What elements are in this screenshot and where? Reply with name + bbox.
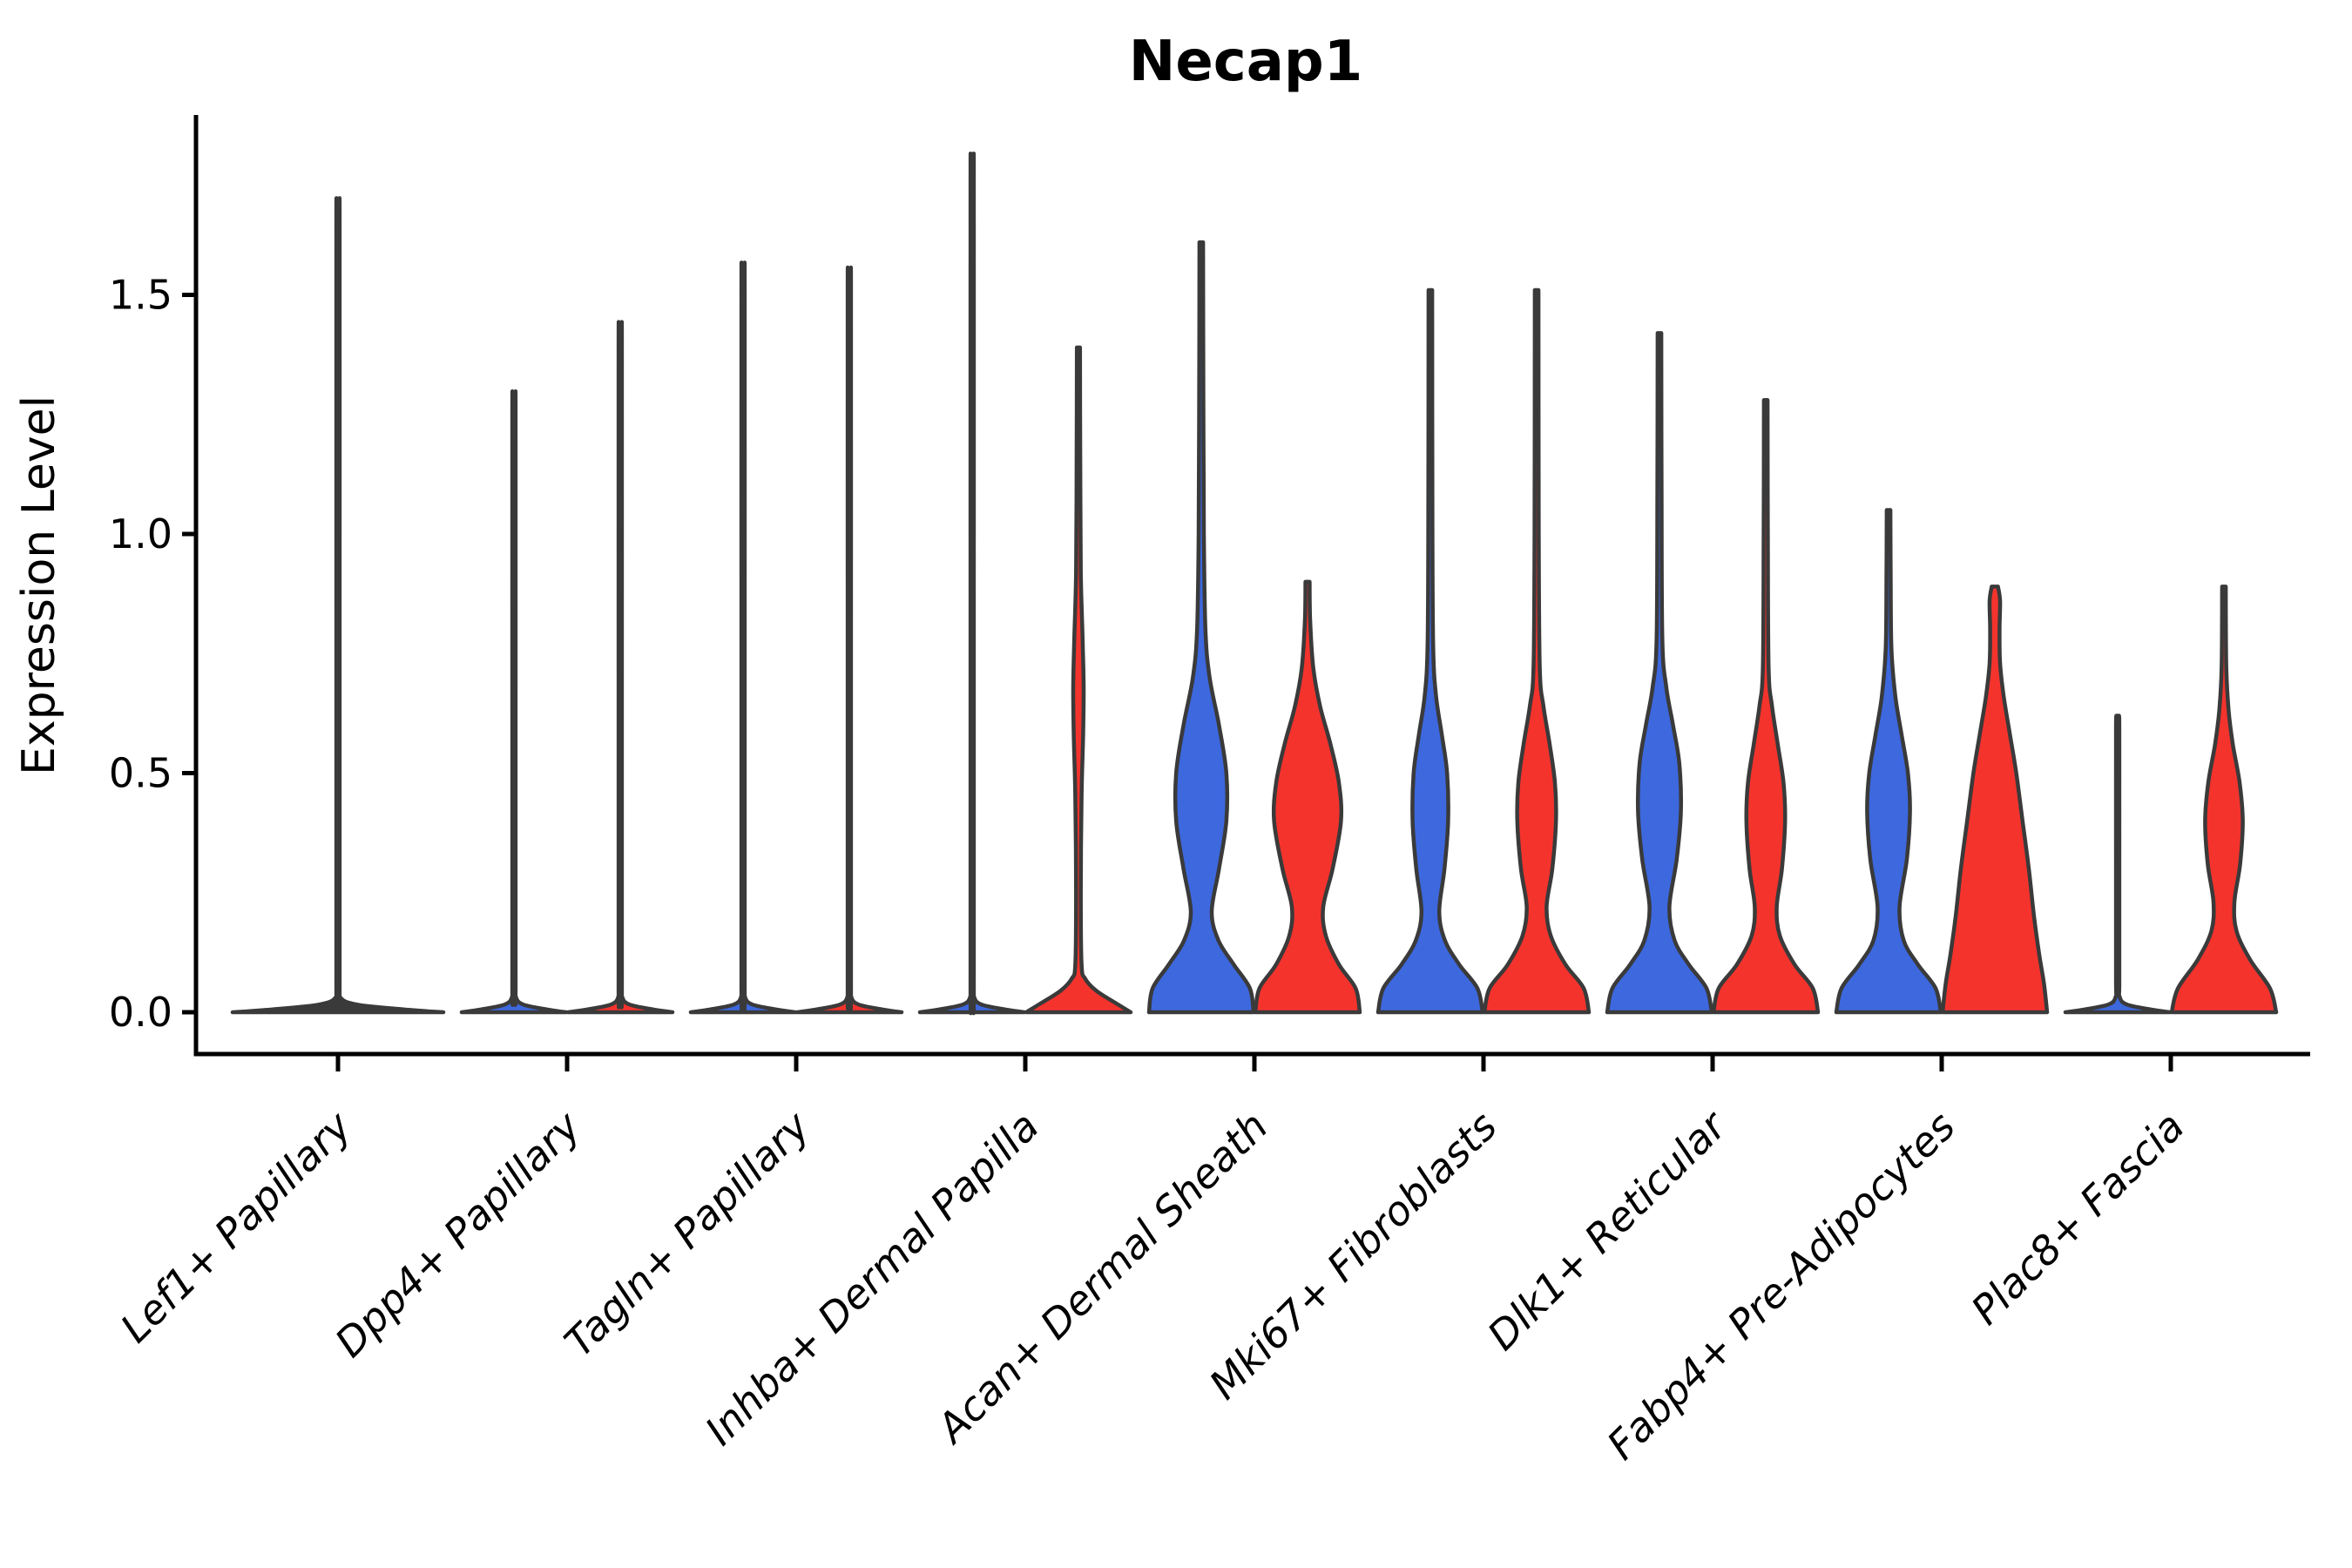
violin-mki67-fibroblasts-blue bbox=[1375, 287, 1485, 1015]
violin-tagln-papillary-blue bbox=[688, 260, 798, 1015]
violin-fabp4-pre-adipocytes-blue bbox=[1834, 508, 1943, 1015]
x-tick-label-plac8-fascia: Plac8+ Fascia bbox=[1962, 1103, 2193, 1334]
violin-dpp4-papillary-red bbox=[565, 320, 675, 1015]
violin-lef1-papillary-neutral bbox=[230, 196, 446, 1015]
violin-fabp4-pre-adipocytes-red bbox=[1940, 585, 2050, 1015]
violin-dlk1-reticular-blue bbox=[1605, 331, 1714, 1015]
y-axis-label: Expression Level bbox=[13, 395, 65, 775]
violin-inhba-dermal-papilla-red bbox=[1024, 345, 1133, 1015]
violin-tagln-papillary-red bbox=[794, 265, 904, 1015]
y-tick-label: 1.0 bbox=[109, 510, 172, 558]
violin-mki67-fibroblasts-red bbox=[1482, 287, 1592, 1015]
y-tick-label: 0.5 bbox=[109, 750, 172, 797]
violin-inhba-dermal-papilla-blue bbox=[917, 152, 1027, 1016]
violin-plac8-fascia-red bbox=[2169, 585, 2279, 1015]
x-tick-label-dlk1-reticular: Dlk1+ Reticular bbox=[1478, 1100, 1737, 1359]
x-tick-label-dpp4-papillary: Dpp4+ Papillary bbox=[326, 1102, 590, 1366]
y-tick-label: 1.5 bbox=[109, 272, 172, 319]
x-tick-label-tagln-papillary: Tagln+ Papillary bbox=[555, 1102, 819, 1366]
violin-acan-dermal-sheath-red bbox=[1253, 579, 1362, 1015]
y-tick-label: 0.0 bbox=[109, 989, 172, 1036]
violin-dlk1-reticular-red bbox=[1711, 398, 1821, 1015]
chart-title: Necap1 bbox=[1129, 30, 1362, 94]
violin-acan-dermal-sheath-blue bbox=[1146, 240, 1256, 1015]
violin-plac8-fascia-blue bbox=[2063, 713, 2173, 1015]
x-tick-label-lef1-papillary: Lef1+ Papillary bbox=[112, 1102, 361, 1351]
violins-layer bbox=[230, 152, 2279, 1016]
violin-dpp4-papillary-blue bbox=[459, 389, 569, 1015]
